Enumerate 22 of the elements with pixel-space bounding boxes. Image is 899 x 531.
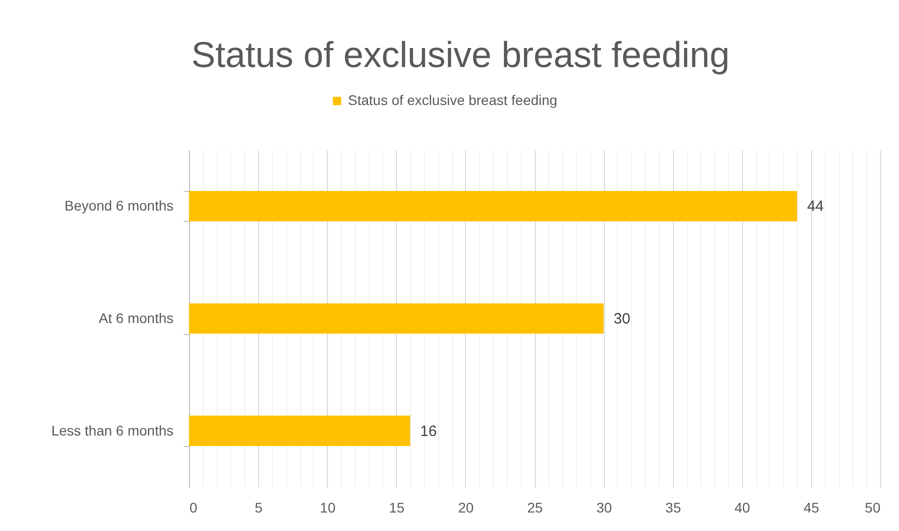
data-label: 16: [420, 422, 437, 440]
chart-title: Status of exclusive breast feeding: [191, 34, 730, 75]
bar: [189, 416, 410, 446]
bar: [189, 191, 798, 222]
y-tick-label: Less than 6 months: [51, 422, 174, 438]
y-tick-label: At 6 months: [98, 310, 174, 326]
data-label: 44: [807, 198, 824, 216]
x-tick-label: 25: [527, 500, 543, 516]
x-tick-label: 35: [665, 500, 682, 516]
bar: [189, 303, 604, 334]
x-tick-label: 0: [190, 500, 198, 516]
x-tick-label: 5: [254, 500, 263, 516]
x-tick-label: 15: [389, 500, 405, 516]
x-tick-label: 40: [734, 500, 750, 516]
x-tick-label: 45: [804, 500, 820, 516]
x-tick-label: 30: [596, 500, 612, 516]
x-tick-label: 50: [864, 500, 881, 516]
y-tick-label: Beyond 6 months: [64, 198, 174, 214]
data-label: 30: [614, 310, 630, 328]
legend-label: Status of exclusive breast feeding: [348, 92, 558, 108]
x-tick-label: 20: [458, 500, 474, 516]
x-tick-label: 10: [320, 500, 336, 516]
